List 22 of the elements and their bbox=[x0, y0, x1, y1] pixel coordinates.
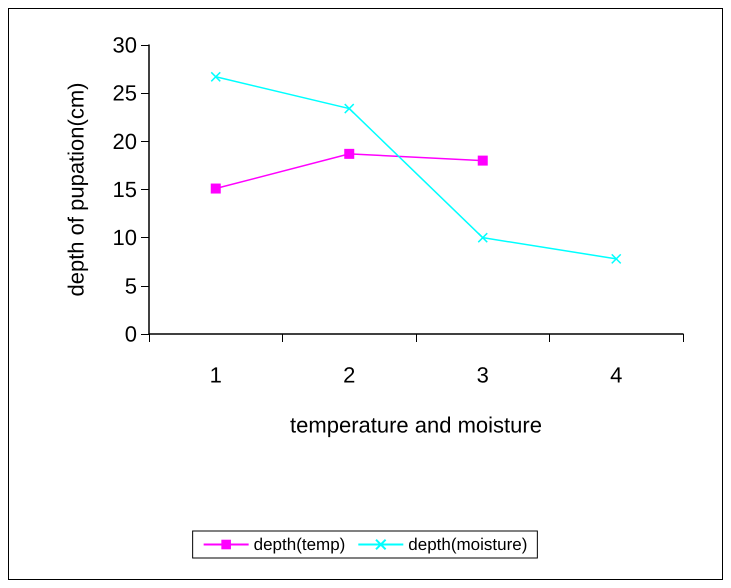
y-tick-label: 15 bbox=[112, 177, 137, 202]
point bbox=[478, 156, 488, 166]
y-tick-label: 5 bbox=[124, 273, 137, 298]
point bbox=[210, 184, 221, 194]
point bbox=[478, 232, 488, 243]
x-axis-title: temperature and moisture bbox=[290, 412, 542, 438]
point bbox=[611, 254, 622, 264]
x-tick-label: 4 bbox=[610, 362, 622, 388]
legend-label: depth(moisture) bbox=[408, 535, 528, 554]
point bbox=[344, 148, 354, 159]
y-tick-label: 30 bbox=[112, 32, 137, 58]
x-tick-label: 3 bbox=[476, 362, 489, 388]
point bbox=[344, 103, 354, 114]
x-tick-label: 2 bbox=[343, 362, 356, 388]
y-tick-label: 20 bbox=[112, 128, 137, 154]
point bbox=[210, 72, 221, 82]
legend-label: depth(temp) bbox=[254, 535, 346, 554]
y-tick-label: 25 bbox=[112, 80, 137, 106]
y-tick-label: 0 bbox=[124, 322, 137, 346]
y-axis-title: depth of pupation(cm) bbox=[64, 82, 88, 297]
y-tick-label: 10 bbox=[112, 225, 137, 250]
x-tick-label: 1 bbox=[210, 362, 222, 388]
